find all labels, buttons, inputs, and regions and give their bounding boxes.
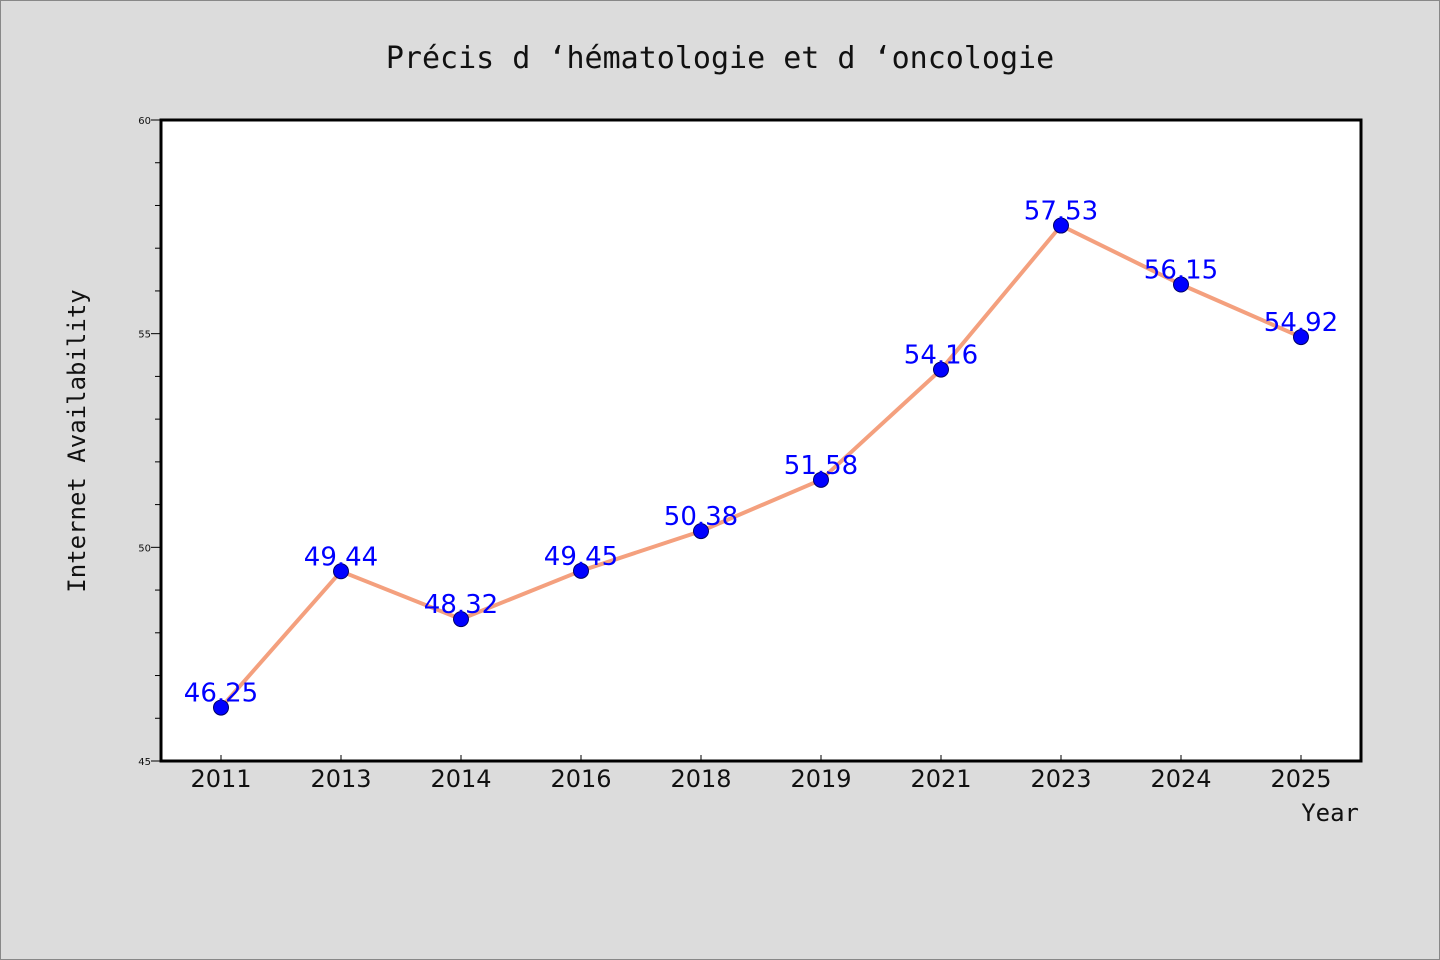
- plot-area: [159, 118, 1363, 763]
- y-tick-label: 60: [138, 116, 151, 127]
- y-tick-label: 45: [138, 757, 151, 768]
- x-tick-label: 2014: [430, 765, 491, 793]
- x-tick-label: 2016: [550, 765, 611, 793]
- y-tick-label: 50: [138, 543, 151, 554]
- x-tick-label: 2018: [670, 765, 731, 793]
- x-tick-label: 2011: [190, 765, 251, 793]
- data-point: [1053, 217, 1069, 234]
- data-label: 56.15: [1144, 256, 1218, 286]
- series-markers: [213, 217, 1309, 716]
- y-axis-ticks: 45 50 55 60: [138, 116, 161, 768]
- data-label: 49.45: [544, 542, 618, 572]
- data-point: [333, 563, 349, 580]
- data-label: 49.44: [304, 542, 378, 572]
- data-label: 46.25: [184, 679, 258, 709]
- series-line: [219, 223, 1302, 709]
- data-point: [1293, 329, 1309, 346]
- data-label: 51.58: [784, 451, 858, 481]
- x-tick-label: 2013: [310, 765, 371, 793]
- data-point: [213, 699, 229, 716]
- data-label: 54.92: [1264, 308, 1338, 338]
- x-tick-label: 2023: [1030, 765, 1091, 793]
- data-point: [1173, 276, 1189, 293]
- x-tick-label: 2025: [1270, 765, 1331, 793]
- data-point: [813, 471, 829, 488]
- y-tick-label: 55: [138, 330, 151, 341]
- x-tick-label: 2019: [790, 765, 851, 793]
- y-axis-label: Internet Availability: [63, 289, 91, 592]
- data-labels: 46.25 49.44 48.32 49.45 50.38 51.58 54.16 57.53…: [184, 197, 1338, 709]
- data-label: 48.32: [424, 590, 498, 620]
- data-label: 54.16: [904, 341, 978, 371]
- data-point: [693, 523, 709, 540]
- data-label: 57.53: [1024, 197, 1098, 227]
- data-point: [573, 562, 589, 579]
- data-point: [453, 611, 469, 628]
- x-axis-ticks: 2011 2013 2014 2016 2018 2019 2021 2023 2024 2025: [190, 755, 1332, 793]
- x-axis-label: Year: [1301, 799, 1359, 827]
- data-point: [933, 361, 949, 378]
- data-label: 50.38: [664, 502, 738, 532]
- x-tick-label: 2024: [1150, 765, 1211, 793]
- x-tick-label: 2021: [910, 765, 971, 793]
- chart-title: Précis d ‘hématologie et d ‘oncologie: [386, 41, 1054, 76]
